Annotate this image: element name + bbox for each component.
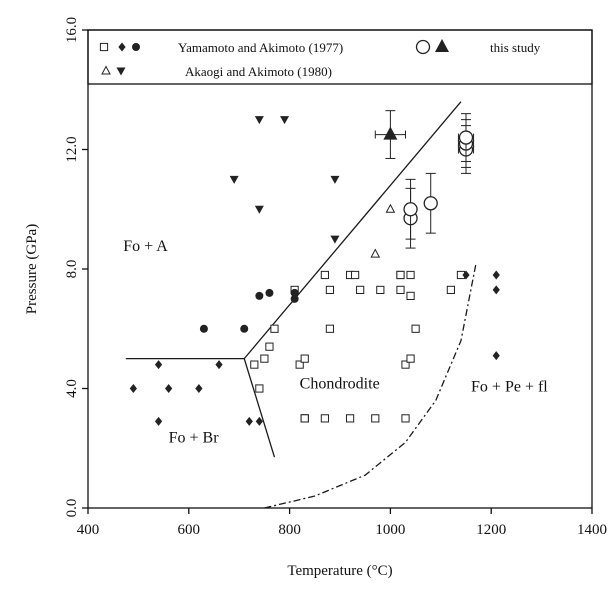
point-open-square <box>265 342 274 351</box>
point-open-square <box>270 324 279 333</box>
legend-label-yamamoto: Yamamoto and Akimoto (1977) <box>178 40 343 55</box>
point-filled-circle <box>255 291 264 300</box>
point-open-square <box>300 354 309 363</box>
region-labels: Fo + A Chondrodite Fo + Pe + fl Fo + Br <box>123 238 548 446</box>
x-tick-label: 800 <box>278 522 301 538</box>
point-filled-triangle-down <box>330 235 340 244</box>
y-tick-label: 12.0 <box>64 136 80 162</box>
legend-filled-triangle-down-icon <box>116 67 126 76</box>
point-filled-diamond <box>492 285 500 295</box>
point-open-square <box>345 414 355 423</box>
legend-open-triangle-icon <box>101 65 111 75</box>
point-open-square <box>320 414 329 423</box>
point-filled-triangle-down <box>254 205 264 214</box>
legend-filled-diamond-icon <box>118 42 126 52</box>
point-filled-diamond <box>492 270 500 280</box>
legend-filled-circle-icon <box>132 43 140 51</box>
y-tick-label: 8.0 <box>64 260 80 279</box>
x-tick-label: 1400 <box>577 522 607 538</box>
point-open-square <box>406 291 415 300</box>
point-filled-diamond <box>195 384 203 393</box>
region-label: Fo + A <box>123 238 168 255</box>
point-filled-diamond <box>215 360 223 370</box>
point-filled-circle <box>290 288 299 297</box>
point-open-circle <box>423 196 438 211</box>
point-open-square <box>320 270 329 280</box>
legend-open-square-icon <box>99 42 109 52</box>
data-points <box>129 110 500 426</box>
region-label: Fo + Br <box>169 429 220 446</box>
point-filled-triangle-down <box>254 116 264 125</box>
point-filled-diamond <box>165 384 173 393</box>
y-tick-label: 16.0 <box>64 17 80 43</box>
x-tick-label: 1000 <box>375 522 405 538</box>
legend-box <box>87 29 593 85</box>
point-filled-diamond <box>154 360 163 370</box>
region-label: Chondrodite <box>300 376 380 393</box>
point-open-square <box>325 285 335 295</box>
point-filled-circle <box>265 288 274 297</box>
point-open-square <box>325 324 335 333</box>
y-axis-label: Pressure (GPa) <box>24 224 40 314</box>
point-open-triangle <box>370 248 381 258</box>
x-axis-label: Temperature (°C) <box>287 563 392 579</box>
legend: Yamamoto and Akimoto (1977) this study A… <box>87 29 593 85</box>
point-open-square <box>446 285 455 295</box>
point-open-square <box>356 285 365 295</box>
phase-boundaries <box>125 101 477 509</box>
x-tick-label: 600 <box>178 522 201 538</box>
y-tick-label: 0.0 <box>64 499 80 518</box>
point-open-square <box>260 354 269 363</box>
point-open-square <box>300 414 309 423</box>
point-open-square <box>406 354 415 363</box>
point-open-square <box>401 360 410 369</box>
point-filled-diamond <box>154 416 163 426</box>
point-filled-diamond <box>255 416 263 426</box>
point-open-square <box>255 384 264 393</box>
point-open-triangle <box>385 203 396 213</box>
point-open-square <box>250 360 259 369</box>
boundary-fo-a-chondrodite <box>243 101 462 360</box>
point-open-circle <box>403 202 418 217</box>
plot-frame <box>87 29 593 509</box>
legend-filled-triangle-icon <box>435 39 449 52</box>
x-tick-label: 400 <box>77 522 100 538</box>
point-open-square <box>406 270 415 280</box>
point-filled-triangle-down <box>280 116 290 125</box>
point-open-square <box>401 414 410 423</box>
point-filled-diamond <box>492 351 500 361</box>
point-filled-triangle-down <box>229 175 239 184</box>
point-filled-triangle <box>383 126 398 140</box>
point-open-square <box>411 324 420 333</box>
boundary-fo-br-chondrodite <box>243 358 276 458</box>
legend-symbols <box>99 39 449 76</box>
point-filled-diamond <box>129 384 137 393</box>
point-filled-circle <box>199 324 208 333</box>
point-open-square <box>376 285 385 295</box>
point-open-square <box>396 270 405 280</box>
point-filled-circle <box>240 324 249 333</box>
y-tick-label: 4.0 <box>64 379 80 398</box>
region-label: Fo + Pe + fl <box>471 378 548 395</box>
point-open-square <box>295 360 304 369</box>
legend-open-circle-icon <box>415 39 431 55</box>
point-filled-circle <box>290 294 299 303</box>
point-filled-triangle-down <box>330 175 340 184</box>
point-open-square <box>396 285 405 295</box>
axis-ticks: 400 600 800 1000 1200 1400 0.0 4.0 8.0 12.0 16.0 <box>64 17 607 538</box>
legend-label-akaogi: Akaogi and Akimoto (1980) <box>185 64 332 79</box>
boundary-chondrodite-fo-pe-fl <box>264 262 477 509</box>
point-open-square <box>371 414 380 423</box>
legend-label-this-study: this study <box>490 40 541 55</box>
point-open-square <box>351 270 360 280</box>
point-filled-diamond <box>245 416 253 426</box>
x-tick-label: 1200 <box>476 522 506 538</box>
point-open-circle <box>458 130 474 145</box>
point-filled-diamond <box>462 270 470 280</box>
